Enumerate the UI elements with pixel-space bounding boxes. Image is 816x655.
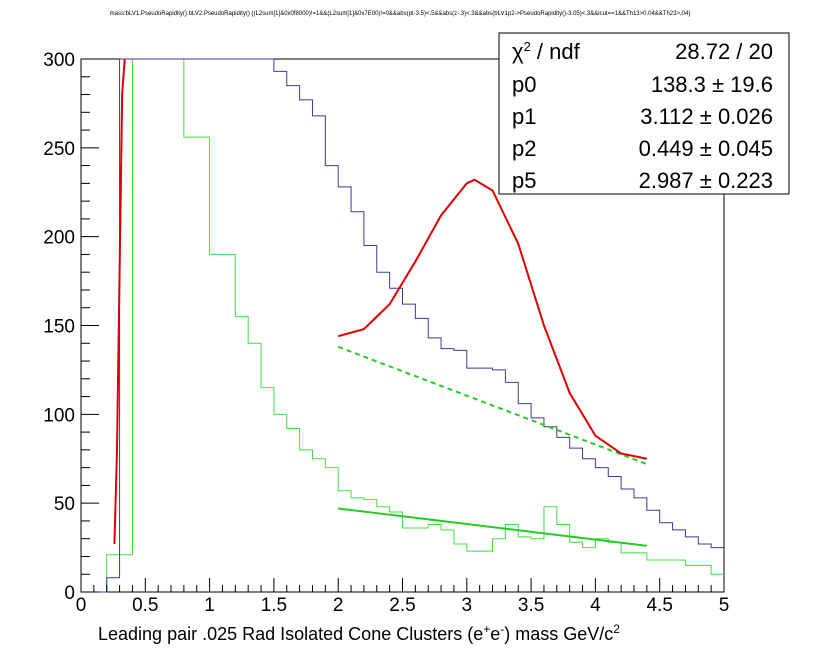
x-tick-label: 0	[76, 595, 87, 616]
green-histogram	[81, 58, 724, 593]
background-fit-dashed	[337, 345, 648, 466]
fit-statistics-box: χ2 / ndf 28.72 / 20	[498, 32, 790, 195]
histogram-layer	[81, 58, 724, 593]
x-tick-label: 3.5	[518, 595, 544, 616]
x-tick-label: 5	[719, 595, 730, 616]
parameter-name-p5: p5	[512, 168, 536, 193]
x-tick-label: 3	[462, 595, 473, 616]
parameter-value-p0: 138.3 ± 19.6	[651, 72, 773, 97]
y-tick-label: 300	[43, 50, 75, 71]
x-tick-label: 1	[204, 595, 215, 616]
x-tick-label: 2	[333, 595, 344, 616]
parameter-name-p0: p0	[512, 72, 536, 97]
y-tick-label: 150	[43, 317, 75, 338]
parameter-name-p1: p1	[512, 104, 536, 129]
x-axis-title: Leading pair .025 Rad Isolated Cone Clus…	[98, 622, 620, 644]
y-tick-label: 50	[54, 494, 75, 515]
background-fit-solid	[338, 507, 647, 547]
x-tick-label: 2.5	[389, 595, 415, 616]
y-tick-label: 250	[43, 139, 75, 160]
parameter-value-p2: 0.449 ± 0.045	[639, 136, 773, 161]
x-tick-label: 4	[590, 595, 601, 616]
blue-histogram	[81, 58, 724, 593]
x-tick-label: 0.5	[132, 595, 158, 616]
parameter-value-p1: 3.112 ± 0.026	[640, 104, 773, 129]
y-tick-label: 0	[64, 583, 75, 604]
parameter-name-p2: p2	[512, 136, 536, 161]
fit-parameter-rows: p0 138.3 ± 19.6 p1 3.112 ± 0.026 p2 0.449 ± 0…	[512, 72, 773, 193]
plot-title: mass:bLV1.PseudoRapidity():bLV2.PseudoRa…	[110, 11, 691, 17]
parameter-value-p5: 2.987 ± 0.223	[639, 168, 773, 193]
y-tick-label: 100	[43, 405, 75, 426]
x-tick-label: 1.5	[261, 595, 287, 616]
fit-layer	[113, 58, 648, 547]
x-tick-label: 4.5	[646, 595, 672, 616]
chi2-value: 28.72 / 20	[675, 39, 773, 64]
y-tick-label: 200	[43, 228, 75, 249]
gaussian-fit-curve	[337, 178, 648, 460]
chi2-label: χ2 / ndf	[512, 39, 581, 64]
low-mass-fit-curve	[113, 58, 126, 545]
